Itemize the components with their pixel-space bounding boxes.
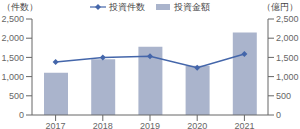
svg-text:2,000: 2,000 bbox=[1, 33, 24, 43]
html-text:（件数）: （件数） bbox=[2, 1, 38, 12]
svg-text:1,500: 1,500 bbox=[276, 53, 299, 63]
svg-text:2,500: 2,500 bbox=[1, 14, 24, 24]
svg-text:2018: 2018 bbox=[93, 121, 113, 129]
html-text:（億円）: （億円） bbox=[262, 1, 298, 12]
svg-text:2,500: 2,500 bbox=[276, 14, 299, 24]
svg-text:500: 500 bbox=[276, 91, 291, 101]
svg-text:2,000: 2,000 bbox=[276, 33, 299, 43]
svg-text:500: 500 bbox=[9, 91, 24, 101]
svg-text:1,000: 1,000 bbox=[276, 72, 299, 82]
svg-text:0: 0 bbox=[19, 110, 24, 120]
svg-text:2019: 2019 bbox=[140, 121, 160, 129]
svg-text:1,500: 1,500 bbox=[1, 53, 24, 63]
svg-text:1,000: 1,000 bbox=[1, 72, 24, 82]
svg-text:2020: 2020 bbox=[187, 121, 207, 129]
html-text:投資件数: 投資件数 bbox=[109, 1, 145, 12]
svg-text:0: 0 bbox=[276, 110, 281, 120]
html-text:投資金額: 投資金額 bbox=[174, 1, 210, 12]
svg-text:2021: 2021 bbox=[234, 121, 254, 129]
svg-text:2017: 2017 bbox=[46, 121, 66, 129]
